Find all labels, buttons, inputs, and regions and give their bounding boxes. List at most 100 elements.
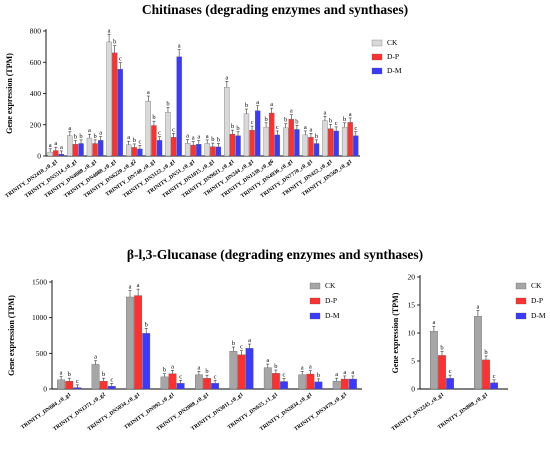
bar-d-m-12 xyxy=(294,129,300,157)
significance-letter: b xyxy=(217,136,220,143)
significance-letter: a xyxy=(127,134,130,141)
bar-d-p-3 xyxy=(112,52,118,157)
legend-swatch-d-p xyxy=(515,297,527,305)
y-axis-title: Gene expression (TPM) xyxy=(7,295,16,376)
significance-letter: b xyxy=(163,367,166,374)
legend-label-ck: CK xyxy=(531,281,542,290)
significance-letter: a xyxy=(476,303,479,310)
significance-letter: a xyxy=(309,126,312,133)
bar-d-m-0 xyxy=(446,378,455,390)
bar-d-m-7 xyxy=(314,381,323,390)
bar-ck-1 xyxy=(473,316,482,390)
bar-d-m-1 xyxy=(107,385,116,390)
y-tick-label: 5 xyxy=(411,357,415,366)
legend-swatch-ck xyxy=(309,282,321,290)
significance-letter: b xyxy=(205,368,208,375)
bar-ck-11 xyxy=(263,126,269,157)
legend-swatch-d-p xyxy=(309,297,321,305)
significance-letter: a xyxy=(68,125,71,132)
significance-letter: b xyxy=(343,116,346,123)
bar-d-p-3 xyxy=(168,373,177,390)
bar-ck-4 xyxy=(126,144,132,157)
legend-swatch-d-m xyxy=(515,312,527,320)
significance-letter: a xyxy=(290,108,293,115)
significance-letter: a xyxy=(248,337,251,344)
y-axis-title: Gene expression (TPM) xyxy=(5,53,14,134)
bar-d-m-8 xyxy=(348,378,357,390)
significance-letter: a xyxy=(49,142,52,149)
significance-letter: b xyxy=(315,133,318,140)
significance-letter: a xyxy=(54,140,57,147)
significance-letter: b xyxy=(484,349,487,356)
significance-letter: a xyxy=(192,135,195,142)
significance-letter: a xyxy=(99,130,102,137)
significance-letter: b xyxy=(166,100,169,107)
bar-ck-12 xyxy=(283,127,289,157)
legend-swatch-d-m xyxy=(309,312,321,320)
significance-letter: b xyxy=(274,363,277,370)
significance-letter: c xyxy=(214,373,217,380)
legend-label-d-m: D-M xyxy=(325,311,340,320)
bar-ck-8 xyxy=(204,143,210,157)
significance-letter: b xyxy=(329,117,332,124)
significance-letter: b xyxy=(440,344,443,351)
significance-letter: a xyxy=(256,99,259,106)
bar-d-p-11 xyxy=(269,112,275,157)
bar-ck-4 xyxy=(194,374,203,390)
bar-d-m-7 xyxy=(196,144,202,157)
significance-letter: b xyxy=(113,39,116,46)
bar-d-m-11 xyxy=(274,134,280,157)
bar-ck-8 xyxy=(332,381,341,390)
bar-d-m-4 xyxy=(211,383,220,390)
bar-d-m-5 xyxy=(156,140,163,157)
significance-letter: a xyxy=(197,134,200,141)
bar-ck-7 xyxy=(184,143,191,157)
significance-letter: a xyxy=(94,354,97,361)
bar-d-m-5 xyxy=(245,348,254,390)
legend-label-ck: CK xyxy=(387,38,398,47)
bar-ck-13 xyxy=(302,134,308,157)
significance-letter: a xyxy=(108,27,111,34)
significance-letter: c xyxy=(158,130,161,137)
significance-letter: b xyxy=(264,116,267,123)
y-tick-label: 500 xyxy=(36,349,48,358)
significance-letter: b xyxy=(232,340,235,347)
y-tick-label: 200 xyxy=(30,120,42,129)
significance-letter: a xyxy=(137,282,140,289)
bar-d-p-6 xyxy=(271,373,280,390)
y-tick-label: 600 xyxy=(30,58,42,67)
significance-letter: a xyxy=(266,357,269,364)
bar-d-m-10 xyxy=(255,110,261,157)
bar-d-p-4 xyxy=(203,378,211,390)
significance-letter: a xyxy=(270,101,273,108)
significance-letter: c xyxy=(449,368,452,375)
legend-label-ck: CK xyxy=(325,281,336,290)
bar-d-p-8 xyxy=(210,146,216,157)
bar-ck-9 xyxy=(224,87,230,157)
significance-letter: a xyxy=(351,369,354,376)
significance-letter: a xyxy=(206,133,209,140)
bar-ck-6 xyxy=(263,367,272,390)
bar-d-p-1 xyxy=(72,144,79,157)
bar-d-m-2 xyxy=(98,140,104,157)
bar-d-m-4 xyxy=(137,148,143,157)
legend-swatch-d-m xyxy=(371,67,383,75)
significance-letter: c xyxy=(179,373,182,380)
bar-ck-10 xyxy=(243,113,250,157)
significance-letter: a xyxy=(197,364,200,371)
bar-d-p-8 xyxy=(340,378,349,390)
significance-letter: c xyxy=(119,56,122,63)
bar-d-m-1 xyxy=(490,382,499,390)
bar-ck-5 xyxy=(229,351,238,390)
significance-letter: a xyxy=(335,371,338,378)
y-tick-label: 0 xyxy=(43,385,47,394)
significance-letter: a xyxy=(171,363,174,370)
significance-letter: a xyxy=(432,319,435,326)
significance-letter: a xyxy=(147,89,150,96)
significance-letter: a xyxy=(129,284,132,291)
y-tick-label: 0 xyxy=(37,152,41,161)
significance-letter: a xyxy=(324,109,327,116)
bar-d-p-9 xyxy=(229,133,236,157)
bar-d-m-0 xyxy=(58,153,65,157)
